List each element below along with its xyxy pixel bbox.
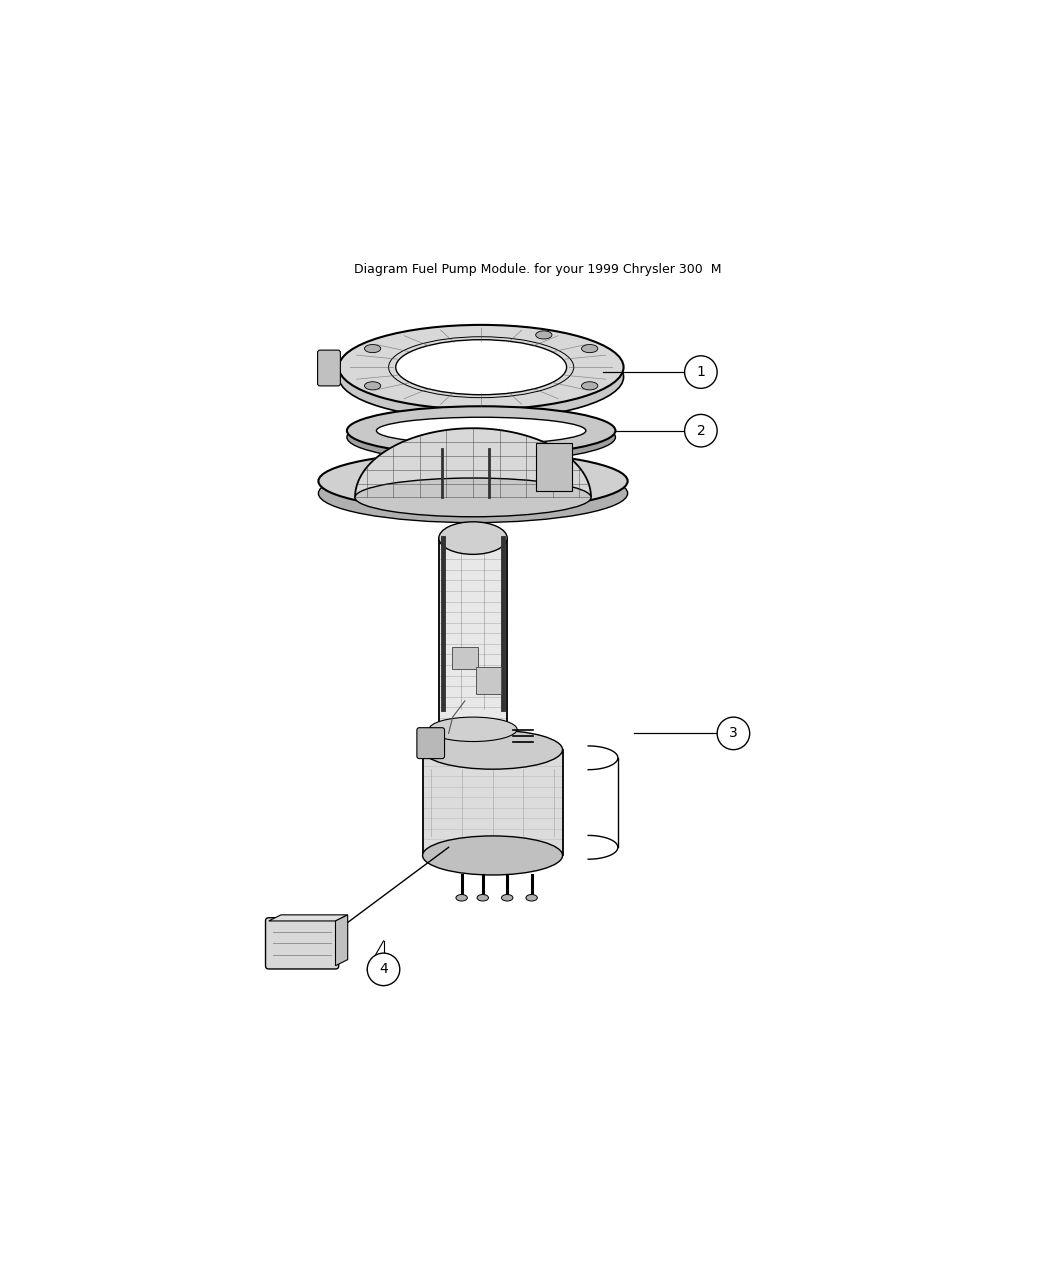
Ellipse shape xyxy=(318,451,628,510)
FancyBboxPatch shape xyxy=(452,648,478,669)
Ellipse shape xyxy=(377,417,586,444)
Ellipse shape xyxy=(364,344,381,353)
Ellipse shape xyxy=(339,334,624,419)
Text: 3: 3 xyxy=(729,727,738,741)
Text: Diagram Fuel Pump Module. for your 1999 Chrysler 300  M: Diagram Fuel Pump Module. for your 1999 … xyxy=(355,263,722,277)
Ellipse shape xyxy=(346,413,615,462)
Text: 1: 1 xyxy=(696,365,706,379)
Bar xyxy=(422,750,563,856)
Ellipse shape xyxy=(339,325,624,409)
Ellipse shape xyxy=(346,407,615,455)
Polygon shape xyxy=(355,428,591,497)
Ellipse shape xyxy=(456,895,467,901)
FancyBboxPatch shape xyxy=(266,918,339,969)
FancyBboxPatch shape xyxy=(317,351,340,386)
Ellipse shape xyxy=(396,339,567,395)
FancyBboxPatch shape xyxy=(477,668,501,694)
Ellipse shape xyxy=(439,521,507,555)
Ellipse shape xyxy=(355,478,591,516)
Ellipse shape xyxy=(526,895,538,901)
Bar xyxy=(429,729,517,754)
Ellipse shape xyxy=(422,836,563,875)
Ellipse shape xyxy=(318,464,628,523)
Ellipse shape xyxy=(477,895,488,901)
Circle shape xyxy=(685,356,717,389)
Circle shape xyxy=(368,954,400,986)
Ellipse shape xyxy=(364,460,582,501)
Ellipse shape xyxy=(582,344,597,353)
Text: 4: 4 xyxy=(379,963,387,977)
Ellipse shape xyxy=(364,381,381,390)
Text: 2: 2 xyxy=(696,423,706,437)
Ellipse shape xyxy=(582,381,597,390)
Polygon shape xyxy=(269,915,348,921)
Bar xyxy=(439,538,507,750)
FancyBboxPatch shape xyxy=(537,442,572,491)
Ellipse shape xyxy=(429,717,517,742)
Ellipse shape xyxy=(422,731,563,769)
Circle shape xyxy=(717,717,750,750)
FancyBboxPatch shape xyxy=(417,728,444,759)
Polygon shape xyxy=(336,915,348,965)
Ellipse shape xyxy=(502,895,512,901)
Ellipse shape xyxy=(536,332,552,339)
Circle shape xyxy=(685,414,717,448)
